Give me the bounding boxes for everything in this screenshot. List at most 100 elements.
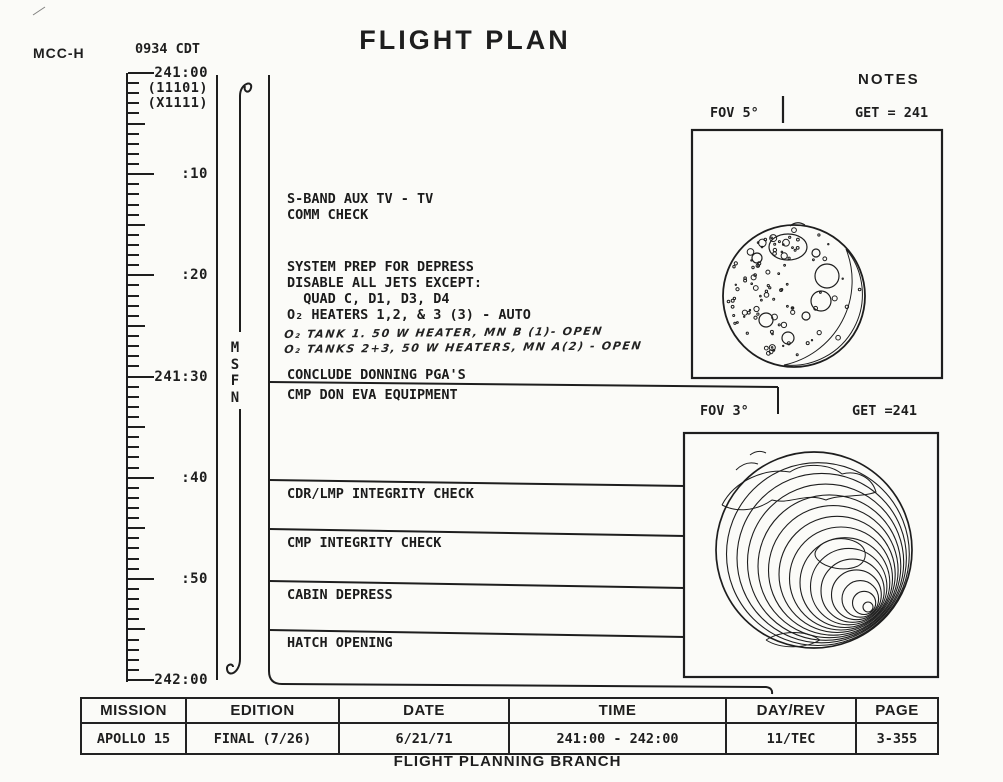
earth-contour-rings [715, 451, 913, 649]
ruler-tick [128, 537, 139, 540]
moon-terminator-hatch [783, 248, 863, 366]
ruler-tick [128, 132, 139, 135]
handwritten-note: O₂ TANKS 2+3, 50 W HEATERS, MN A(2) - OP… [283, 339, 644, 356]
activity-row-label: CABIN DEPRESS [287, 587, 393, 603]
ruler-tick [128, 415, 139, 418]
activity-line-donning: CMP DON EVA EQUIPMENT [287, 387, 458, 403]
ruler-tick [128, 426, 145, 429]
activity-row-label: CMP INTEGRITY CHECK [287, 535, 442, 551]
activity-row-label: CDR/LMP INTEGRITY CHECK [287, 486, 474, 502]
ruler-tick [128, 658, 139, 661]
ruler-tick [128, 496, 139, 499]
notes-panel-frames [682, 96, 944, 679]
ruler-tick [128, 395, 139, 398]
table-value-date: 6/21/71 [340, 724, 510, 753]
moon-limb-nub [789, 222, 806, 227]
ruler-tick [128, 173, 154, 176]
branch-caption: FLIGHT PLANNING BRANCH [393, 753, 622, 770]
timeline-label: :20 [181, 267, 208, 284]
activity-line-prep: DISABLE ALL JETS EXCEPT: [287, 275, 483, 291]
moon-small-craters [726, 227, 862, 357]
ruler-tick [128, 456, 139, 459]
ruler-tick [128, 446, 139, 449]
ruler-tick [128, 679, 154, 681]
activity-grid-lines [268, 75, 779, 695]
scan-artifact-mark [32, 6, 46, 16]
ruler-tick [128, 507, 139, 510]
ruler-tick [128, 92, 139, 95]
ruler-tick [128, 648, 139, 651]
notes-heading: NOTES [858, 71, 920, 88]
ruler-tick [128, 233, 139, 236]
earth-illustration [715, 450, 913, 649]
table-header-mission: MISSION [82, 699, 187, 724]
ruler-tick [128, 567, 139, 570]
ruler-tick [128, 385, 139, 388]
ruler-tick [128, 304, 139, 307]
activity-line-prep: QUAD C, D1, D3, D4 [287, 291, 450, 307]
ruler-spine [126, 73, 128, 682]
ruler-tick [128, 628, 145, 631]
ruler-tick [128, 405, 139, 408]
ruler-tick [128, 183, 139, 186]
ruler-tick [128, 355, 139, 358]
ruler-tick [128, 618, 139, 621]
ruler-tick [128, 557, 139, 560]
ruler-tick [128, 345, 139, 348]
ruler-tick [128, 547, 139, 550]
ruler-tick [128, 608, 139, 611]
station-label: MCC-H [33, 45, 85, 61]
ruler-tick [128, 284, 139, 287]
fov3-get-label: GET =241 [852, 403, 918, 419]
activity-row-label: HATCH OPENING [287, 635, 393, 651]
page-title: FLIGHT PLAN [359, 25, 571, 55]
ruler-tick [128, 638, 139, 641]
fov3-panel-box [682, 431, 940, 679]
ruler-tick [128, 163, 139, 166]
activity-line-donning: CONCLUDE DONNING PGA'S [287, 367, 466, 383]
table-header-edition: EDITION [187, 699, 340, 724]
ruler-tick [128, 294, 139, 297]
activity-line-comm: COMM CHECK [287, 207, 369, 223]
ruler-tick [128, 264, 139, 267]
timeline-label: 241:30 [154, 368, 208, 385]
activity-line-prep: O₂ HEATERS 1,2, & 3 (3) - AUTO [287, 307, 531, 323]
timeline-label: 241:00 [154, 65, 208, 81]
ruler-tick [128, 314, 139, 317]
ruler-tick [128, 102, 139, 105]
ruler-tick [128, 72, 154, 74]
ruler-tick [128, 466, 139, 469]
ruler-tick [128, 577, 154, 580]
ruler-tick [128, 142, 139, 145]
activity-line-comm: S-BAND AUX TV - TV [287, 191, 434, 207]
table-value-mission: APOLLO 15 [82, 724, 187, 753]
timeline-attitude-code: (X1111) [147, 95, 208, 111]
ruler-tick [128, 598, 139, 601]
ruler-tick [128, 152, 139, 155]
ruler-tick [128, 112, 139, 115]
moon-illustration [722, 222, 866, 368]
activity-line-prep: SYSTEM PREP FOR DEPRESS [287, 259, 474, 275]
ruler-tick [128, 476, 154, 479]
ruler-tick [128, 203, 139, 206]
ruler-tick [128, 587, 139, 590]
ruler-tick [128, 375, 154, 378]
ruler-tick [128, 274, 154, 277]
table-header-date: DATE [340, 699, 510, 724]
fov5-get-label: GET = 241 [855, 105, 929, 121]
table-header-page: PAGE [857, 699, 937, 724]
ruler-tick [128, 254, 139, 257]
table-value-edition: FINAL (7/26) [187, 724, 340, 753]
fov5-label: FOV 5° [710, 105, 759, 121]
network-coverage-label: M S F N [230, 340, 240, 406]
timeline-lines [216, 75, 253, 680]
timeline-label: 242:00 [154, 672, 208, 688]
handwritten-note: O₂ TANK 1. 50 W HEATER, MN B (1)- OPEN [283, 324, 605, 341]
ruler-tick [128, 668, 139, 671]
timeline-label: :40 [181, 469, 208, 486]
mission-data-table: MISSION APOLLO 15 EDITION FINAL (7/26) DATE 6… [80, 697, 939, 755]
timeline-attitude-code: (11101) [147, 80, 208, 96]
ruler-tick [128, 335, 139, 338]
